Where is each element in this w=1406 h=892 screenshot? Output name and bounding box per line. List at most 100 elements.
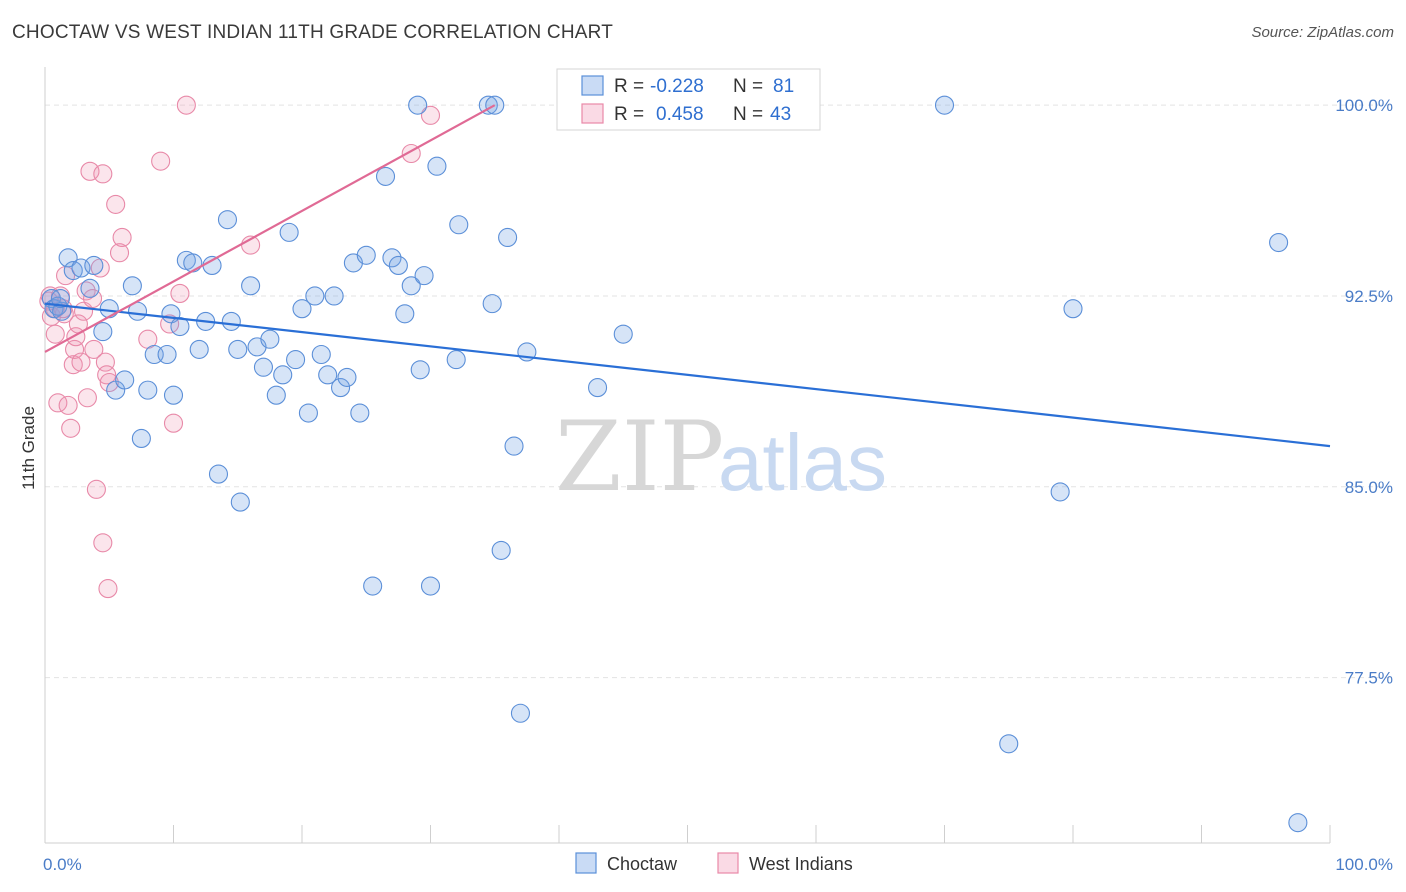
west-indians-point-14 bbox=[71, 352, 91, 372]
choctaw-point-35 bbox=[260, 329, 280, 349]
choctaw-point-24 bbox=[189, 339, 209, 359]
choctaw-point-79 bbox=[1288, 813, 1308, 833]
choctaw-trend-line bbox=[44, 302, 1331, 448]
choctaw-point-9 bbox=[93, 322, 113, 342]
legend-r-label-choctaw: R = bbox=[614, 76, 644, 97]
bottom-legend-swatch-choctaw bbox=[575, 852, 597, 874]
choctaw-point-64 bbox=[478, 95, 498, 115]
west-indians-point-20 bbox=[84, 339, 104, 359]
choctaw-point-52 bbox=[375, 166, 396, 186]
choctaw-point-15 bbox=[131, 428, 151, 449]
west-indians-point-28 bbox=[99, 372, 119, 393]
legend-r-label-west-indians: R = bbox=[614, 104, 644, 125]
west-indians-point-37 bbox=[176, 95, 196, 115]
choctaw-point-59 bbox=[414, 266, 434, 286]
choctaw-point-18 bbox=[157, 344, 177, 365]
choctaw-point-70 bbox=[510, 703, 531, 723]
legend-n-value-choctaw: 81 bbox=[773, 76, 794, 97]
west-indians-point-8 bbox=[58, 395, 78, 415]
choctaw-point-44 bbox=[318, 365, 338, 385]
choctaw-point-7 bbox=[80, 278, 100, 298]
west-indians-point-36 bbox=[170, 283, 190, 303]
choctaw-point-60 bbox=[420, 576, 441, 596]
west-indians-point-30 bbox=[109, 243, 130, 263]
choctaw-point-8 bbox=[84, 255, 104, 276]
choctaw-point-80 bbox=[50, 288, 70, 309]
watermark-zip: ZIP bbox=[555, 401, 724, 513]
west-indians-point-10 bbox=[63, 355, 83, 375]
west-indians-point-35 bbox=[163, 413, 184, 433]
choctaw-point-76 bbox=[1050, 482, 1070, 502]
axes bbox=[44, 67, 1331, 844]
choctaw-point-72 bbox=[587, 378, 608, 398]
choctaw-point-73 bbox=[613, 324, 633, 344]
choctaw-point-29 bbox=[221, 311, 241, 331]
choctaw-point-39 bbox=[286, 350, 306, 370]
choctaw-point-28 bbox=[217, 210, 238, 230]
choctaw-point-78 bbox=[1269, 233, 1289, 253]
choctaw-point-51 bbox=[363, 576, 383, 596]
west-indians-point-33 bbox=[151, 151, 171, 171]
choctaw-point-45 bbox=[324, 286, 344, 306]
y-tick-label-1: 85.0% bbox=[1345, 478, 1393, 497]
choctaw-point-58 bbox=[410, 360, 430, 380]
west-indians-point-29 bbox=[106, 194, 126, 214]
west-indians-point-40 bbox=[420, 105, 441, 125]
legend-n-label-choctaw: N = bbox=[733, 76, 763, 97]
choctaw-point-43 bbox=[311, 344, 331, 365]
choctaw-point-16 bbox=[138, 380, 158, 400]
choctaw-point-23 bbox=[183, 253, 203, 273]
west-indians-point-27 bbox=[98, 579, 118, 599]
choctaw-point-10 bbox=[99, 299, 119, 319]
choctaw-point-42 bbox=[305, 286, 325, 306]
choctaw-point-46 bbox=[330, 378, 351, 398]
source-label: Source: ZipAtlas.com bbox=[1251, 24, 1394, 41]
choctaw-point-63 bbox=[449, 215, 469, 235]
legend-box bbox=[556, 68, 821, 131]
choctaw-point-57 bbox=[408, 95, 428, 115]
choctaw-point-56 bbox=[401, 276, 421, 296]
west-indians-point-31 bbox=[112, 227, 132, 248]
choctaw-point-54 bbox=[388, 255, 408, 276]
choctaw-point-69 bbox=[504, 436, 524, 456]
y-tick-label-0: 77.5% bbox=[1345, 669, 1393, 688]
choctaw-point-31 bbox=[230, 492, 250, 512]
y-tick-label-2: 92.5% bbox=[1345, 287, 1393, 306]
choctaw-point-20 bbox=[163, 385, 184, 405]
choctaw-point-37 bbox=[273, 365, 293, 385]
x-tick-label-1: 100.0% bbox=[1335, 855, 1393, 874]
west-indians-point-17 bbox=[77, 388, 97, 408]
choctaw-point-50 bbox=[356, 245, 376, 265]
west-indians-point-9 bbox=[61, 418, 81, 438]
choctaw-point-5 bbox=[63, 260, 83, 281]
legend-r-value-west-indians: 0.458 bbox=[656, 104, 704, 125]
legend-n-label-west-indians: N = bbox=[733, 104, 763, 125]
choctaw-point-77 bbox=[1063, 299, 1083, 319]
west-indians-point-26 bbox=[97, 365, 117, 385]
choctaw-point-32 bbox=[241, 276, 261, 296]
choctaw-point-74 bbox=[934, 95, 955, 115]
choctaw-point-67 bbox=[491, 540, 511, 560]
y-axis-title: 11th Grade bbox=[19, 406, 38, 490]
legend-n-value-west-indians: 43 bbox=[770, 104, 791, 125]
trend-lines bbox=[44, 104, 1331, 448]
legend: R = -0.228 N = 81 R = 0.458 N = 43 bbox=[556, 68, 821, 131]
choctaw-point-53 bbox=[382, 248, 402, 268]
legend-swatch-choctaw bbox=[581, 75, 604, 96]
choctaw-point-55 bbox=[395, 304, 415, 324]
choctaw-point-13 bbox=[122, 276, 142, 296]
bottom-legend-label-choctaw: Choctaw bbox=[607, 854, 678, 874]
tick-labels: 77.5% 85.0% 92.5% 100.0% 0.0% 100.0% bbox=[43, 96, 1393, 874]
chart-title: CHOCTAW VS WEST INDIAN 11TH GRADE CORREL… bbox=[12, 22, 614, 43]
bottom-legend-label-west-indians: West Indians bbox=[749, 854, 853, 874]
y-tick-label-3: 100.0% bbox=[1335, 96, 1393, 115]
choctaw-point-41 bbox=[298, 403, 318, 423]
choctaw-point-34 bbox=[253, 357, 274, 377]
x-tick-label-0: 0.0% bbox=[43, 855, 82, 874]
choctaw-point-36 bbox=[266, 385, 286, 405]
west-indians-trend-line bbox=[44, 104, 496, 353]
choctaw-point-68 bbox=[498, 227, 518, 248]
west-indians-point-3 bbox=[45, 324, 65, 344]
choctaw-point-38 bbox=[279, 222, 299, 242]
